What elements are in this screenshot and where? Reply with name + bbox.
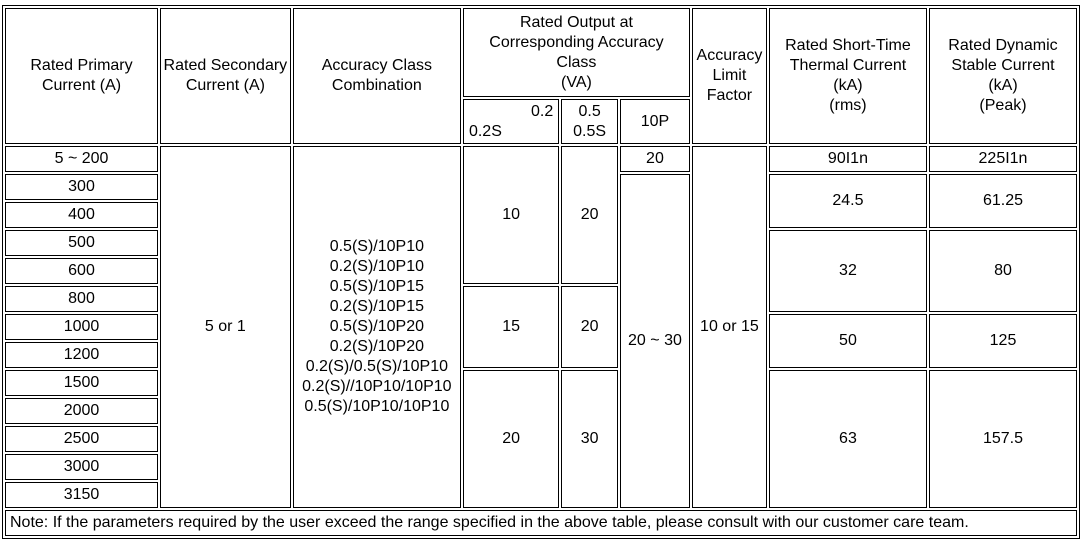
header-thermal-line: Thermal Current: [789, 57, 907, 74]
primary-current-cell: 5 ~ 200: [5, 146, 159, 172]
thermal-cell: 32: [768, 230, 927, 312]
table-row: 600: [5, 258, 1077, 284]
combination-item: 0.2(S)/10P10: [329, 258, 424, 275]
header-output-line: Class: [556, 53, 597, 71]
table-row: 3150: [5, 482, 1077, 508]
dynamic-cell: 225I1n: [928, 146, 1077, 172]
header-thermal-line: (rms): [829, 97, 867, 114]
sub-05-line: 0.5S: [573, 122, 607, 140]
primary-current-cell: 3000: [5, 454, 159, 480]
header-output: Rated Output at Corresponding Accuracy C…: [462, 8, 690, 97]
header-row: Rated Primary Current (A) Rated Secondar…: [5, 8, 1077, 144]
combination-item: 0.5(S)/10P10/10P10: [304, 398, 450, 415]
output-10p-cell: 20 ~ 30: [619, 174, 690, 508]
output-05-cell: 30: [561, 370, 618, 508]
combination-cell: 0.5(S)/10P10 0.2(S)/10P10 0.5(S)/10P15 0…: [292, 146, 461, 508]
table-row: 5 ~ 200 5 or 1 0.5(S)/10P10 0.2(S)/10P10…: [5, 146, 1077, 508]
table-row: 800 15 20: [5, 286, 1077, 368]
output-10p-cell: 20: [619, 146, 690, 172]
header-thermal-line: Rated Short-Time: [785, 37, 911, 54]
primary-current-cell: 400: [5, 202, 159, 228]
secondary-current-cell: 5 or 1: [160, 146, 291, 508]
table-row: 1000 50 125: [5, 314, 1077, 368]
combination-item: 0.5(S)/10P15: [329, 278, 424, 295]
header-sub-02: 0.2 0.2S: [462, 99, 560, 144]
primary-current-cell: 2500: [5, 426, 159, 452]
combination-item: 0.2(S)//10P10/10P10: [302, 378, 452, 395]
table-row: 2500: [5, 426, 1077, 452]
header-dynamic-line: (Peak): [979, 97, 1027, 114]
table-row: 1200: [5, 342, 1077, 368]
output-02-cell: 10: [462, 146, 560, 284]
primary-current-cell: 500: [5, 230, 159, 256]
combination-item: 0.2(S)/0.5(S)/10P10: [305, 358, 448, 375]
header-output-line: Rated Output at: [519, 13, 633, 31]
sub-02-line: 0.2S: [468, 122, 502, 140]
sub-05-line: 0.5: [578, 102, 601, 120]
primary-current-cell: 800: [5, 286, 159, 312]
header-output-line: Corresponding Accuracy: [489, 33, 664, 51]
table-row: 1500 20 30 63 157.5: [5, 370, 1077, 508]
ct-parameter-table: Rated Primary Current (A) Rated Secondar…: [2, 5, 1080, 539]
primary-current-cell: 300: [5, 174, 159, 200]
header-sub-10p: 10P: [619, 99, 690, 144]
table-row: 2000: [5, 398, 1077, 424]
thermal-cell: 24.5: [768, 174, 927, 228]
output-02-cell: 15: [462, 286, 560, 368]
output-02-cell: 20: [462, 370, 560, 508]
output-05-cell: 20: [561, 286, 618, 368]
table-row: 3000: [5, 454, 1077, 480]
output-05-cell: 20: [561, 146, 618, 284]
header-output-line: (VA): [561, 73, 592, 91]
header-dynamic: Rated Dynamic Stable Current (kA) (Peak): [928, 8, 1077, 144]
primary-current-cell: 3150: [5, 482, 159, 508]
header-thermal-line: (kA): [833, 77, 863, 94]
dynamic-cell: 157.5: [928, 370, 1077, 508]
note-row: Note: If the parameters required by the …: [5, 510, 1077, 536]
header-combination: Accuracy Class Combination: [292, 8, 461, 144]
subheader-row: 0.2 0.2S 0.5 0.5S 10P: [5, 99, 1077, 144]
header-secondary: Rated Secondary Current (A): [160, 8, 291, 144]
combination-item: 0.5(S)/10P10: [329, 238, 424, 255]
thermal-cell: 63: [768, 370, 927, 508]
primary-current-cell: 1500: [5, 370, 159, 396]
primary-current-cell: 600: [5, 258, 159, 284]
sub-02-line: 0.2: [530, 102, 554, 120]
note-text: Note: If the parameters required by the …: [5, 510, 1077, 536]
header-thermal: Rated Short-Time Thermal Current (kA) (r…: [768, 8, 927, 144]
dynamic-cell: 61.25: [928, 174, 1077, 228]
combination-item: 0.5(S)/10P20: [329, 318, 424, 335]
header-dynamic-line: Stable Current: [951, 57, 1055, 74]
dynamic-cell: 80: [928, 230, 1077, 312]
dynamic-cell: 125: [928, 314, 1077, 368]
combination-item: 0.2(S)/10P20: [329, 338, 424, 355]
thermal-cell: 50: [768, 314, 927, 368]
thermal-cell: 90I1n: [768, 146, 927, 172]
header-alf: Accuracy Limit Factor: [691, 8, 767, 144]
header-dynamic-line: (kA): [988, 77, 1018, 94]
primary-current-cell: 1000: [5, 314, 159, 340]
header-primary: Rated Primary Current (A): [5, 8, 159, 144]
combination-item: 0.2(S)/10P15: [329, 298, 424, 315]
primary-current-cell: 2000: [5, 398, 159, 424]
header-sub-05: 0.5 0.5S: [561, 99, 618, 144]
header-dynamic-line: Rated Dynamic: [948, 37, 1058, 54]
primary-current-cell: 1200: [5, 342, 159, 368]
alf-cell: 10 or 15: [691, 146, 767, 508]
table-row: 300 20 ~ 30 24.5 61.25: [5, 174, 1077, 508]
table-row: 400: [5, 202, 1077, 228]
table-row: 500 32 80: [5, 230, 1077, 312]
